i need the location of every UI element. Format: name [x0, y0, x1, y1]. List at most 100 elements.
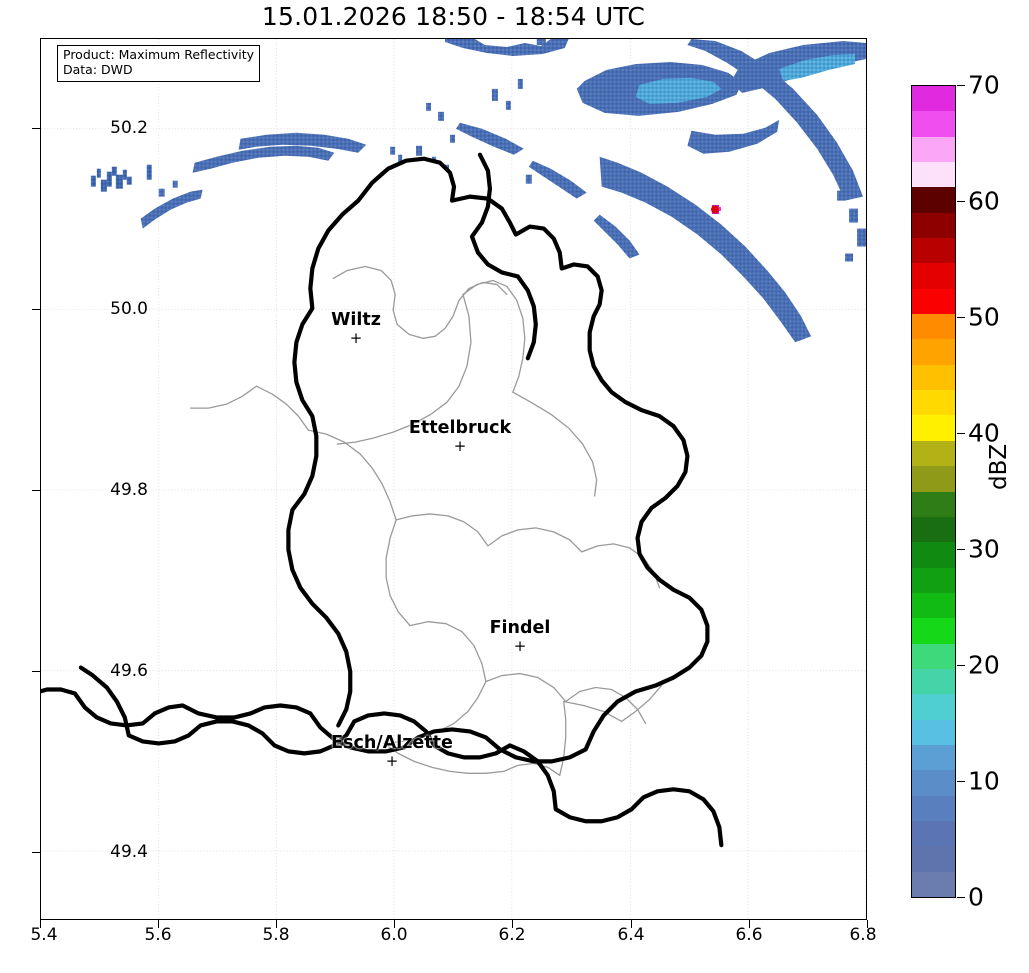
colorbar-axis-label: dBZ	[986, 443, 1012, 490]
page-title: 15.01.2026 18:50 - 18:54 UTC	[261, 2, 646, 31]
colorbar-tick-label: 40	[968, 418, 1000, 448]
city-name: Wiltz	[331, 310, 381, 330]
x-tick-mark	[512, 920, 514, 928]
x-tick-mark	[40, 920, 42, 928]
x-tick-label: 6.2	[498, 925, 526, 945]
colorbar-tick-label: 20	[968, 650, 1000, 680]
colorbar-segment	[912, 86, 955, 112]
city-label-ettelbruck: Ettelbruck +	[408, 418, 512, 455]
colorbar-segment	[912, 516, 955, 543]
x-tick-label: 5.4	[30, 925, 58, 945]
info-data-line: Data: DWD	[63, 61, 133, 77]
colorbar-tick-label: 30	[968, 534, 1000, 564]
radar-echo-mid-streak	[192, 132, 367, 173]
colorbar-segment	[912, 440, 955, 467]
y-tick-mark	[32, 490, 40, 492]
colorbar-segment	[912, 491, 955, 517]
x-tick-label: 6.6	[735, 925, 763, 945]
colorbar-segment	[912, 846, 955, 872]
colorbar-tick-mark	[957, 317, 965, 319]
city-marker: +	[513, 636, 527, 655]
colorbar[interactable]	[911, 85, 956, 898]
radar-echo-north-band	[445, 39, 569, 56]
radar-map-plot[interactable]: Product: Maximum Reflectivity Data: DWD …	[40, 38, 867, 920]
colorbar-segment	[912, 339, 955, 365]
colorbar-tick-label: 0	[968, 882, 984, 912]
x-tick-mark	[394, 920, 396, 928]
colorbar-tick-mark	[957, 433, 965, 435]
colorbar-segment	[912, 187, 955, 213]
colorbar-segment	[912, 263, 955, 289]
colorbar-segment	[912, 415, 955, 441]
x-tick-mark	[276, 920, 278, 928]
grid-lines	[41, 39, 866, 919]
y-tick-mark	[32, 309, 40, 311]
product-info-box: Product: Maximum Reflectivity Data: DWD	[57, 45, 261, 82]
city-name: Findel	[489, 618, 551, 638]
colorbar-segment	[912, 871, 955, 897]
colorbar-segment	[912, 162, 955, 188]
colorbar-tick-label: 70	[968, 70, 1000, 100]
colorbar-segment	[912, 592, 955, 619]
colorbar-tick-label: 60	[968, 186, 1000, 216]
colorbar-segment	[912, 820, 955, 847]
high-reflectivity-cell-marker	[711, 205, 721, 214]
colorbar-segment	[912, 390, 955, 416]
x-tick-label: 6.8	[849, 925, 877, 945]
x-tick-mark	[631, 920, 633, 928]
x-tick-label: 6.0	[380, 925, 408, 945]
city-marker: +	[349, 328, 363, 347]
x-tick-mark	[158, 920, 160, 928]
colorbar-segment	[912, 795, 955, 821]
colorbar-tick-mark	[957, 201, 965, 203]
colorbar-segment	[912, 466, 955, 492]
colorbar-segment	[912, 212, 955, 239]
city-label-wiltz: Wiltz +	[331, 310, 381, 347]
radar-echo-northeast-upper	[576, 40, 866, 154]
x-tick-mark	[749, 920, 751, 928]
colorbar-segment	[912, 668, 955, 695]
colorbar-segment	[912, 288, 955, 315]
city-name: Ettelbruck	[408, 418, 512, 438]
colorbar-tick-mark	[957, 781, 965, 783]
colorbar-tick-mark	[957, 665, 965, 667]
colorbar-segment	[912, 238, 955, 264]
city-name: Esch/Alzette	[331, 733, 453, 753]
canton-borders	[189, 265, 663, 776]
colorbar-segment	[912, 364, 955, 391]
colorbar-tick-label: 10	[968, 766, 1000, 796]
city-label-findel: Findel +	[489, 618, 551, 655]
colorbar-segment	[912, 618, 955, 644]
colorbar-segment	[912, 643, 955, 669]
colorbar-tick-mark	[957, 85, 965, 87]
y-tick-mark	[32, 852, 40, 854]
y-tick-label: 49.6	[110, 661, 148, 681]
city-label-esch-alzette: Esch/Alzette +	[331, 733, 453, 769]
radar-echo-northwest	[90, 164, 152, 192]
city-marker: +	[453, 436, 467, 455]
radar-echo-lower-arc	[140, 180, 203, 229]
colorbar-segment	[912, 111, 955, 137]
y-tick-mark	[32, 128, 40, 130]
country-border	[41, 152, 724, 848]
colorbar-segment	[912, 136, 955, 163]
colorbar-segment	[912, 314, 955, 340]
y-tick-mark	[32, 671, 40, 673]
x-tick-label: 5.6	[144, 925, 172, 945]
y-tick-label: 49.8	[110, 480, 148, 500]
y-tick-label: 50.0	[110, 299, 148, 319]
x-tick-label: 6.4	[617, 925, 645, 945]
colorbar-segment	[912, 694, 955, 720]
radar-echo-northeast-midband	[599, 39, 864, 343]
colorbar-tick-label: 50	[968, 302, 1000, 332]
colorbar-segment	[912, 719, 955, 745]
colorbar-segment	[912, 770, 955, 796]
colorbar-segment	[912, 542, 955, 568]
colorbar-tick-mark	[957, 549, 965, 551]
x-tick-label: 5.8	[262, 925, 290, 945]
radar-map-canvas	[41, 39, 866, 919]
colorbar-tick-mark	[957, 897, 965, 899]
colorbar-segment	[912, 567, 955, 593]
y-tick-label: 50.2	[110, 118, 148, 138]
info-product-line: Product: Maximum Reflectivity	[63, 47, 255, 62]
